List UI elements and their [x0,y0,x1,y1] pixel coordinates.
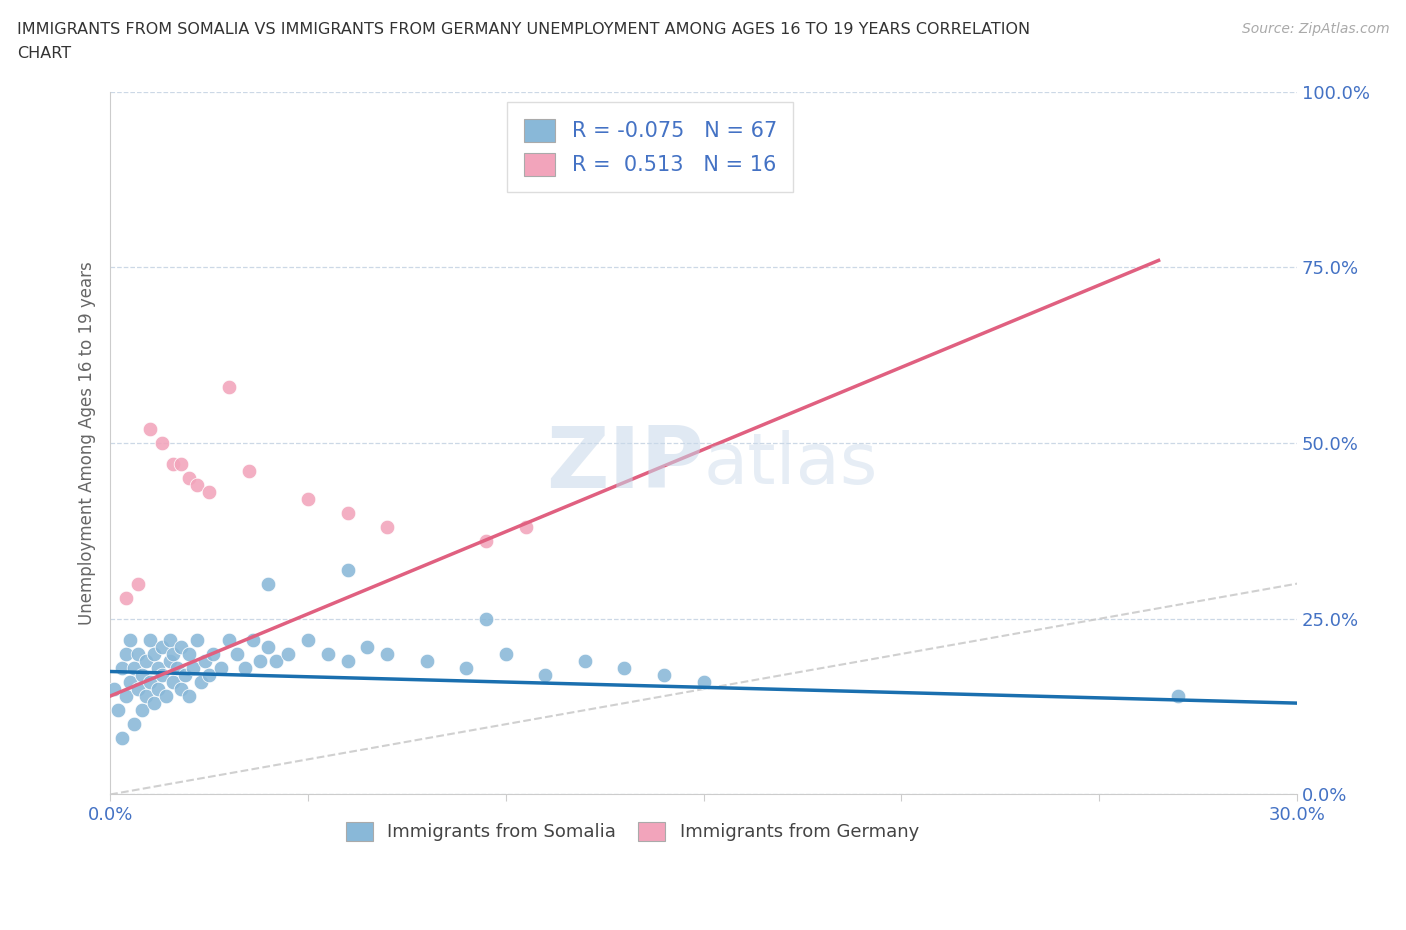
Point [456,660,478,675]
Point [170,640,193,655]
Point [170,457,193,472]
Point [225,646,247,661]
Point [170,682,193,697]
Point [242,632,264,647]
Point [233,660,256,675]
Point [336,562,359,577]
Point [127,682,149,697]
Point [297,632,319,647]
Point [118,632,141,647]
Point [138,421,160,436]
Point [198,668,221,683]
Point [257,640,280,655]
Point [475,534,498,549]
Point [111,660,134,675]
Point [115,646,138,661]
Point [166,660,188,675]
Text: IMMIGRANTS FROM SOMALIA VS IMMIGRANTS FROM GERMANY UNEMPLOYMENT AMONG AGES 16 TO: IMMIGRANTS FROM SOMALIA VS IMMIGRANTS FR… [17,22,1031,37]
Point [150,640,173,655]
Point [118,674,141,689]
Point [135,688,157,703]
Point [115,591,138,605]
Point [515,520,537,535]
Point [336,506,359,521]
Point [138,632,160,647]
Point [266,654,288,669]
Point [190,674,212,689]
Point [238,464,260,479]
Point [652,668,675,683]
Point [1167,688,1189,703]
Point [155,688,177,703]
Point [174,668,197,683]
Point [179,471,201,485]
Point [186,478,208,493]
Point [150,435,173,450]
Point [534,668,557,683]
Point [122,717,145,732]
Point [127,646,149,661]
Point [131,668,153,683]
Point [150,668,173,683]
Point [107,703,129,718]
Text: Source: ZipAtlas.com: Source: ZipAtlas.com [1241,22,1389,36]
Point [179,646,201,661]
Point [218,379,240,394]
Point [336,654,359,669]
Point [142,646,165,661]
Point [415,654,437,669]
Y-axis label: Unemployment Among Ages 16 to 19 years: Unemployment Among Ages 16 to 19 years [79,261,96,625]
Point [135,654,157,669]
Point [111,731,134,746]
Point [138,674,160,689]
Text: atlas: atlas [703,430,877,498]
Point [198,485,221,499]
Point [146,660,169,675]
Legend: Immigrants from Somalia, Immigrants from Germany: Immigrants from Somalia, Immigrants from… [339,815,927,849]
Point [194,654,217,669]
Point [142,696,165,711]
Point [162,457,184,472]
Point [218,632,240,647]
Text: CHART: CHART [17,46,70,61]
Point [131,703,153,718]
Point [277,646,299,661]
Point [179,688,201,703]
Point [202,646,225,661]
Point [495,646,517,661]
Point [375,520,398,535]
Point [122,660,145,675]
Point [181,660,204,675]
Point [162,674,184,689]
Point [186,632,208,647]
Point [146,682,169,697]
Point [316,646,339,661]
Point [159,632,181,647]
Point [103,682,125,697]
Point [574,654,596,669]
Point [375,646,398,661]
Point [159,654,181,669]
Point [613,660,636,675]
Point [356,640,378,655]
Point [162,646,184,661]
Point [257,577,280,591]
Point [692,674,714,689]
Point [127,577,149,591]
Text: ZIP: ZIP [546,423,703,506]
Point [115,688,138,703]
Point [209,660,232,675]
Point [475,611,498,626]
Point [297,492,319,507]
Point [249,654,271,669]
